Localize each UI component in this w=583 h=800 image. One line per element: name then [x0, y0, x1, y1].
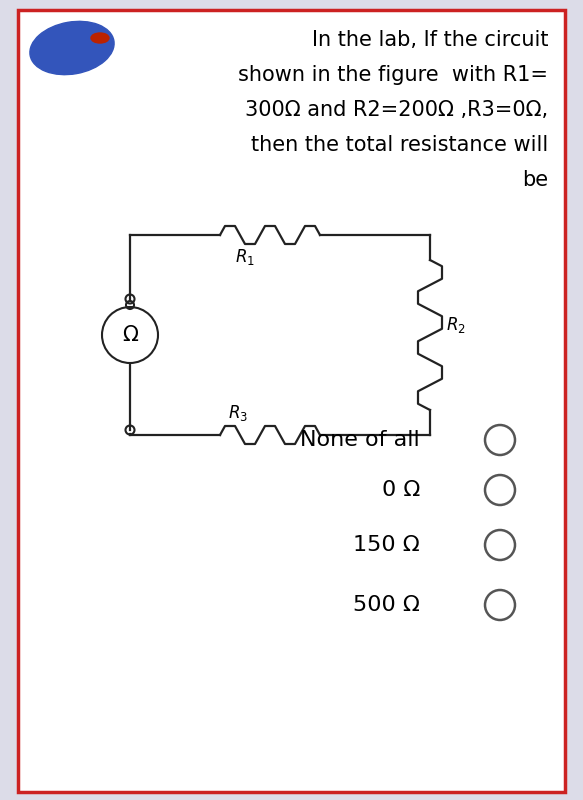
Text: None of all: None of all [300, 430, 420, 450]
Text: shown in the figure  with R1=: shown in the figure with R1= [238, 65, 548, 85]
Text: 0 Ω: 0 Ω [382, 480, 420, 500]
Text: 300Ω and R2=200Ω ,R3=0Ω,: 300Ω and R2=200Ω ,R3=0Ω, [245, 100, 548, 120]
Text: $R_3$: $R_3$ [228, 403, 248, 423]
Ellipse shape [91, 33, 109, 43]
Text: be: be [522, 170, 548, 190]
FancyBboxPatch shape [18, 10, 565, 792]
Text: $R_2$: $R_2$ [446, 315, 466, 335]
Text: 150 Ω: 150 Ω [353, 535, 420, 555]
Circle shape [485, 590, 515, 620]
Text: $R_1$: $R_1$ [235, 247, 255, 267]
Text: then the total resistance will: then the total resistance will [251, 135, 548, 155]
Circle shape [485, 425, 515, 455]
Circle shape [485, 475, 515, 505]
Ellipse shape [30, 22, 114, 74]
Text: Ω: Ω [122, 325, 138, 345]
Text: 500 Ω: 500 Ω [353, 595, 420, 615]
Text: In the lab, If the circuit: In the lab, If the circuit [311, 30, 548, 50]
Circle shape [485, 530, 515, 560]
